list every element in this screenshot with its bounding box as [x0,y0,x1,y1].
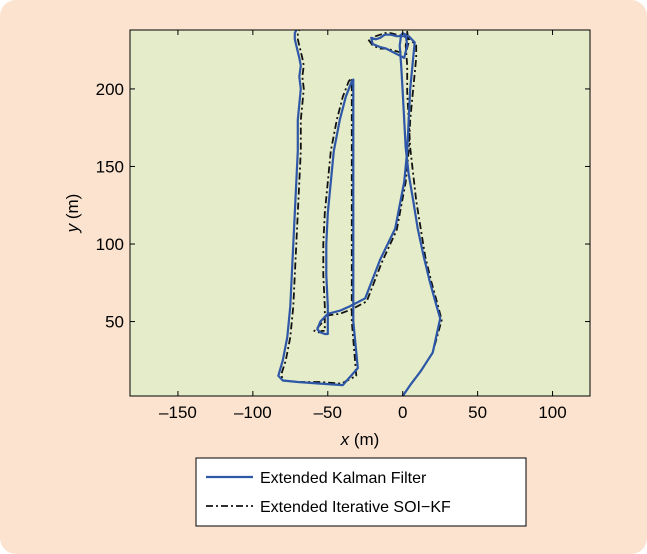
axes-frame [129,29,591,397]
y-tick-label: 50 [105,313,124,332]
x-tick-label: –150 [159,403,197,422]
x-tick-label: 0 [398,403,407,422]
x-tick-label: 50 [468,403,487,422]
x-axis-title: x (m) [340,430,380,449]
x-axis-var: x [340,430,350,449]
legend-label-soikf: Extended Iterative SOI−KF [260,499,451,516]
x-tick-label: 100 [538,403,566,422]
y-axis-var: y [63,222,82,233]
legend: Extended Kalman Filter Extended Iterativ… [195,457,527,527]
x-tick-label: –50 [314,403,342,422]
legend-box [195,457,527,527]
y-tick-label: 100 [96,235,124,254]
y-tick-label: 150 [96,157,124,176]
plot-area [130,30,590,396]
tick-layer: –150 –100 –50 0 50 100 50 100 150 200 [96,30,590,422]
x-tick-label: –100 [234,403,272,422]
series-layer [277,29,443,397]
y-tick-label: 200 [96,80,124,99]
y-axis-unit: (m) [63,194,82,224]
legend-label-ekf: Extended Kalman Filter [260,470,427,487]
series-line-ekf [277,29,442,397]
x-axis-unit: (m) [349,430,379,449]
y-axis-title: y (m) [63,194,82,234]
